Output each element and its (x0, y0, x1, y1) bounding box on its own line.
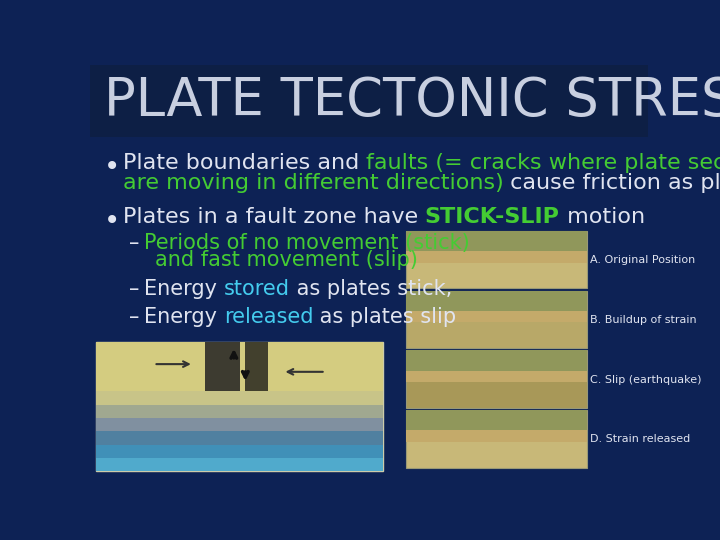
Text: B. Buildup of strain: B. Buildup of strain (590, 315, 696, 325)
Text: stored: stored (224, 279, 290, 299)
Text: C. Slip (earthquake): C. Slip (earthquake) (590, 375, 701, 384)
Bar (406, 410, 587, 442)
Bar (406, 291, 587, 311)
Text: cause friction as plates move: cause friction as plates move (503, 173, 720, 193)
Bar (406, 231, 587, 288)
Polygon shape (246, 342, 269, 391)
Text: •: • (104, 153, 120, 181)
Bar (406, 350, 587, 382)
Bar (406, 350, 587, 408)
Text: Energy: Energy (144, 307, 224, 327)
Bar (90, 65, 648, 137)
Bar (406, 410, 587, 430)
Bar (96, 458, 383, 471)
Text: Plate boundaries and: Plate boundaries and (122, 153, 366, 173)
Text: are moving in different directions): are moving in different directions) (122, 173, 503, 193)
Text: released: released (224, 307, 313, 327)
Bar (96, 391, 383, 404)
Bar (406, 291, 587, 348)
Text: Periods of no movement (stick): Periods of no movement (stick) (144, 233, 470, 253)
Text: STICK-SLIP: STICK-SLIP (425, 207, 559, 227)
Text: and fast movement (slip): and fast movement (slip) (155, 251, 418, 271)
Bar (406, 231, 681, 469)
Text: Plates in a fault zone have: Plates in a fault zone have (122, 207, 425, 227)
Text: as plates slip: as plates slip (313, 307, 456, 327)
Bar (96, 444, 383, 458)
Text: as plates stick,: as plates stick, (290, 279, 452, 299)
Bar (96, 404, 383, 418)
Text: –: – (129, 233, 139, 253)
Text: •: • (104, 207, 120, 235)
Text: D. Strain released: D. Strain released (590, 434, 690, 444)
Bar (406, 231, 587, 251)
Text: faults (= cracks where plate sections: faults (= cracks where plate sections (366, 153, 720, 173)
Bar (96, 431, 383, 444)
Bar (406, 291, 587, 322)
Text: motion: motion (559, 207, 645, 227)
Bar (96, 418, 383, 431)
Text: –: – (129, 279, 139, 299)
Text: –: – (129, 307, 139, 327)
Bar (96, 342, 383, 471)
Bar (406, 410, 587, 468)
Bar (96, 342, 383, 391)
Bar (406, 231, 587, 262)
Text: Energy: Energy (144, 279, 224, 299)
Bar (406, 350, 587, 370)
Text: PLATE TECTONIC STRESSES: PLATE TECTONIC STRESSES (104, 75, 720, 127)
Text: A. Original Position: A. Original Position (590, 255, 695, 265)
Polygon shape (205, 342, 240, 391)
